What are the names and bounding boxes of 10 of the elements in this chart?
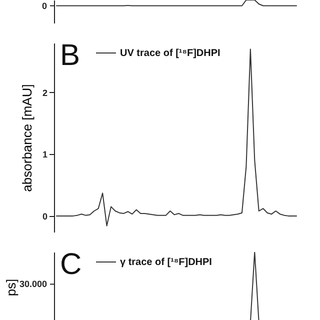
y-tick-label: 0	[42, 211, 48, 222]
y-axis-title: ps]	[4, 278, 18, 296]
y-tick-label: 2	[42, 88, 48, 98]
legend-label: γ trace of [¹⁸F]DHPI	[120, 257, 212, 268]
y-axis-title: absorbance [mAU]	[19, 84, 34, 192]
chart-title: C	[60, 248, 82, 281]
text: 30.000	[19, 279, 47, 290]
chart-title: B	[60, 39, 80, 72]
y-tick-label: 1	[42, 150, 48, 160]
legend-label: UV trace of [¹⁸F]DHPI	[120, 48, 221, 59]
